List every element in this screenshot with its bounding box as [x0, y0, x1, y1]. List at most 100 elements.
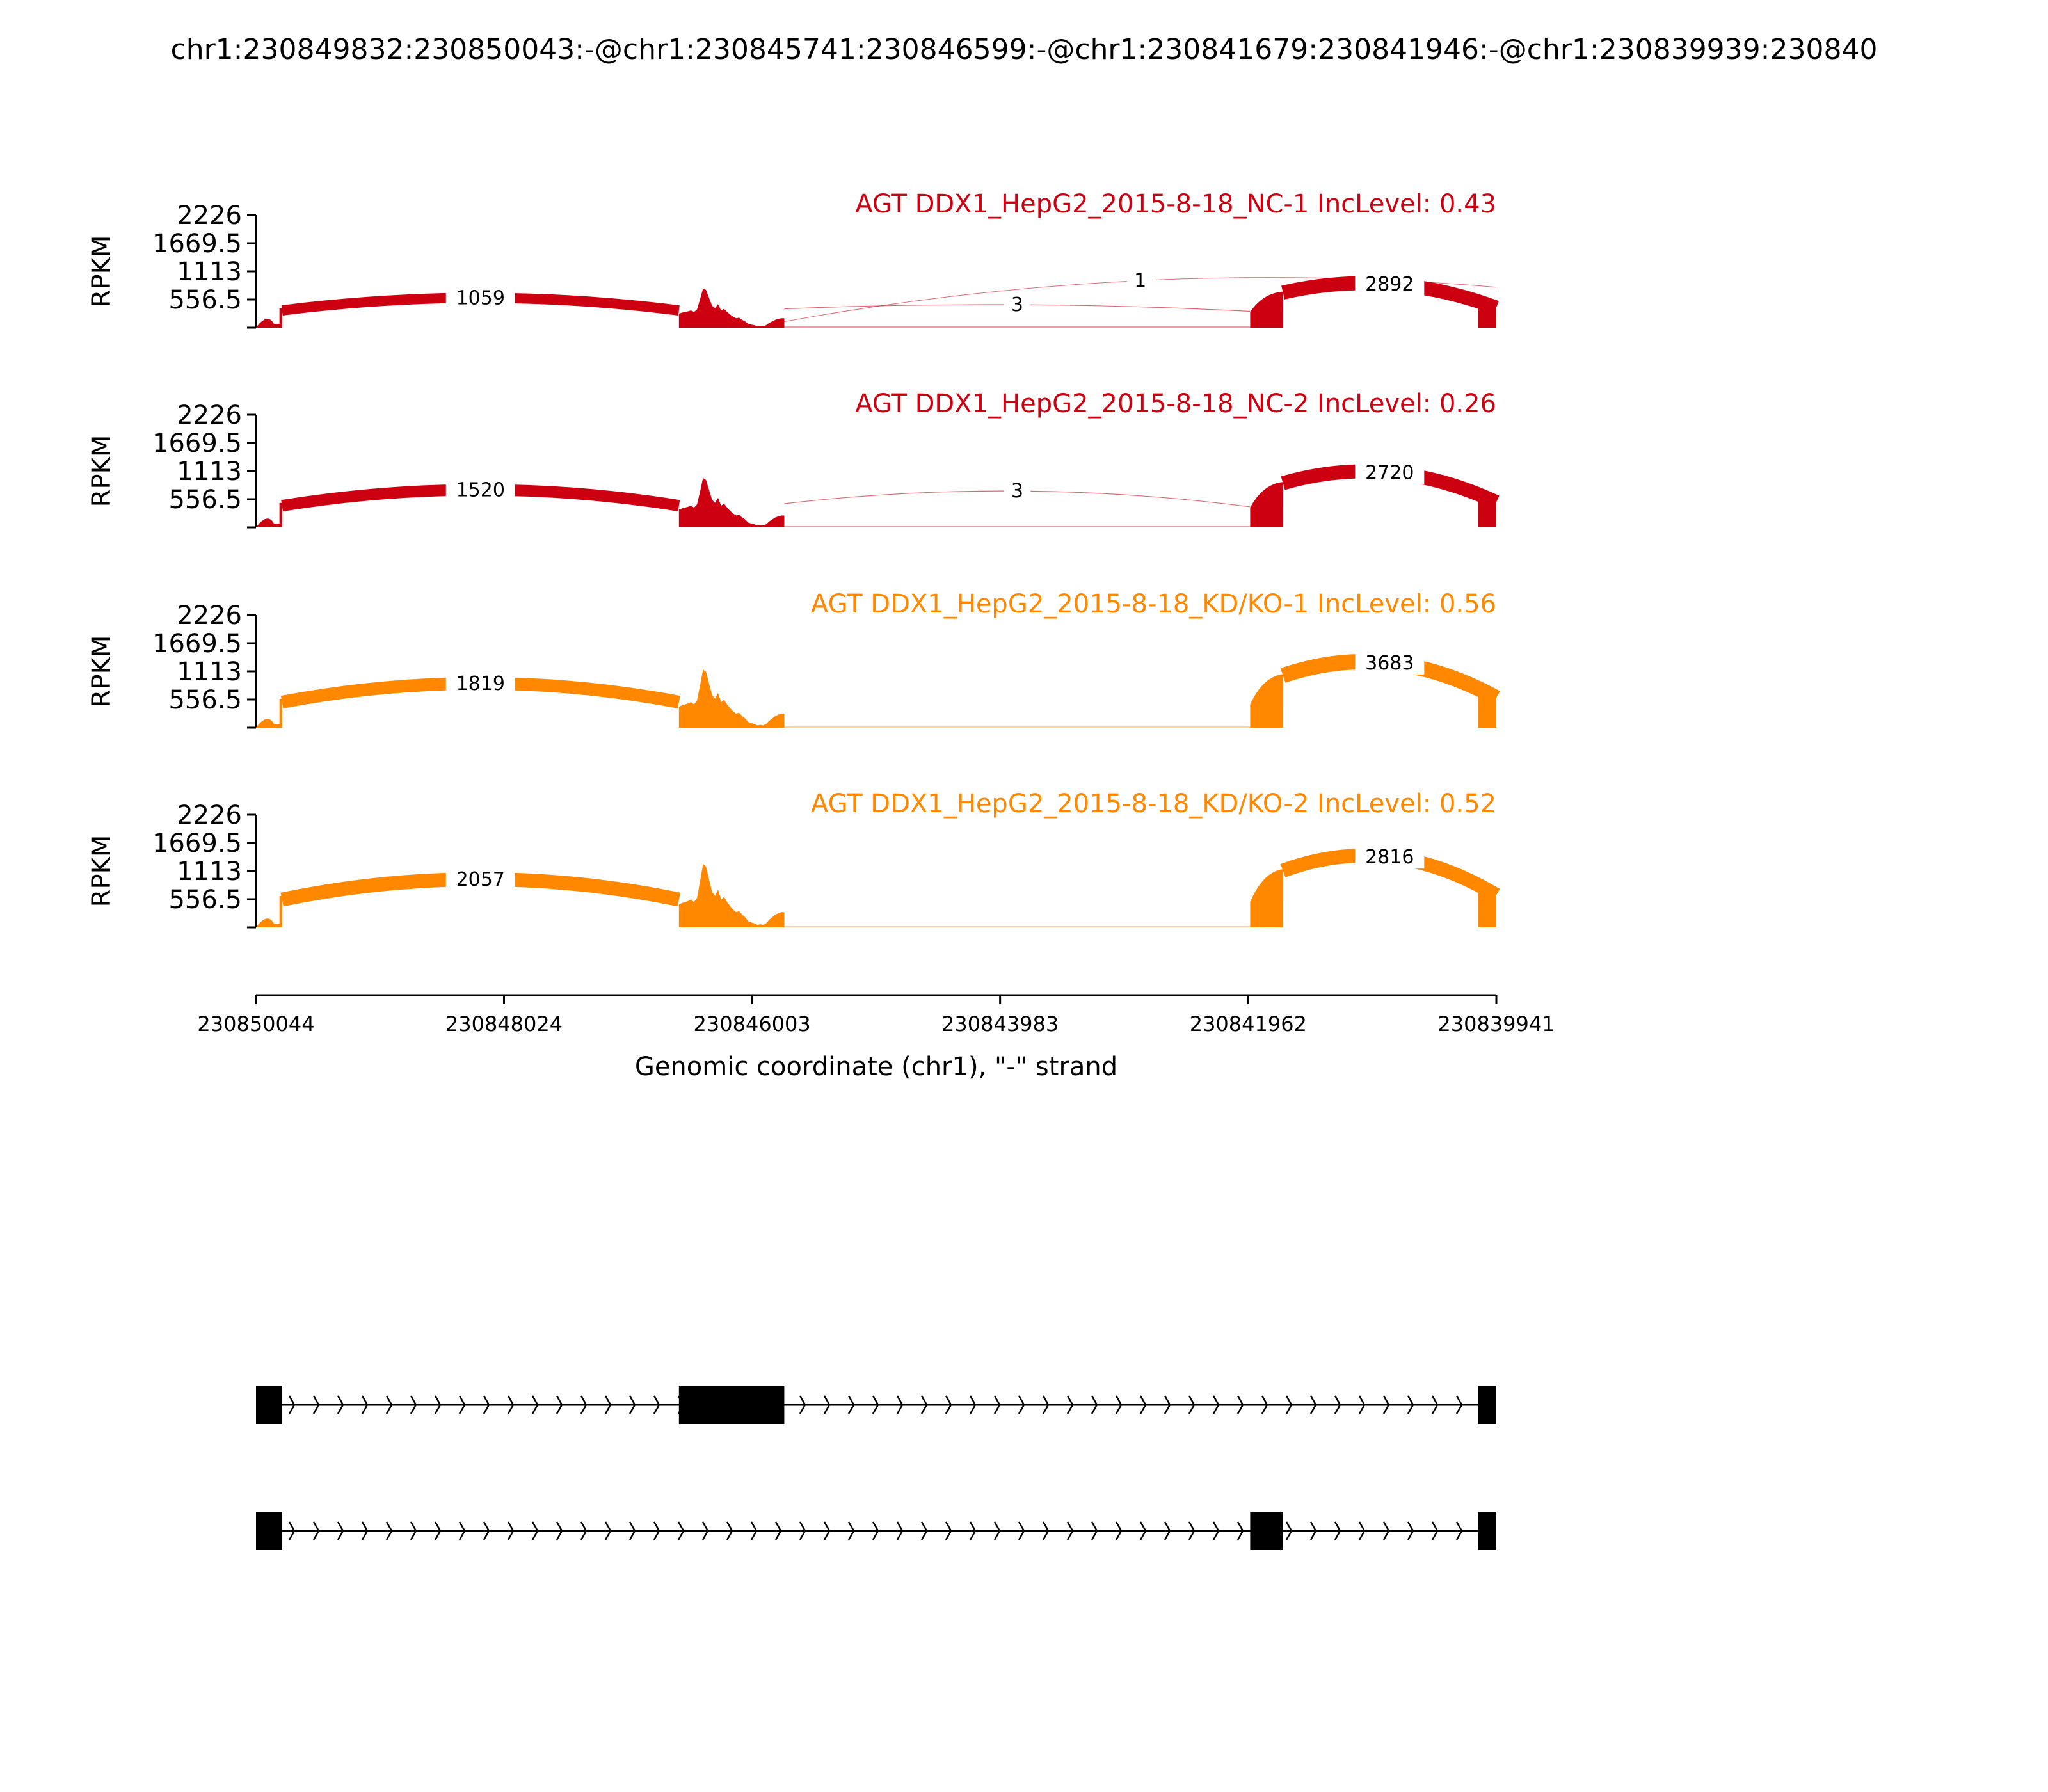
coverage [256, 477, 1496, 527]
exon-block [256, 1386, 282, 1424]
strand-arrow-icon [531, 1395, 539, 1414]
track-label: AGT DDX1_HepG2_2015-8-18_KD/KO-2 IncLeve… [811, 789, 1496, 819]
junction-count-label: 2720 [1365, 461, 1414, 484]
x-tick-label: 230839941 [1437, 1012, 1555, 1036]
junction-count-label: 1520 [456, 479, 505, 501]
strand-arrow-icon [1018, 1395, 1025, 1414]
exon-block [256, 1512, 282, 1550]
y-tick-label: 1113 [177, 457, 242, 486]
strand-arrow-icon [1042, 1521, 1050, 1540]
strand-arrow-icon [288, 1395, 296, 1414]
y-axis-label: RPKM [87, 435, 116, 508]
coverage-exon1 [256, 895, 282, 927]
junction-count-label: 2816 [1365, 846, 1414, 868]
y-tick-label: 1113 [177, 657, 242, 687]
strand-arrow-icon [969, 1521, 977, 1540]
strand-arrow-icon [1066, 1521, 1074, 1540]
strand-arrow-icon [750, 1521, 758, 1540]
y-axis-label: RPKM [87, 236, 116, 308]
isoform-exon3-inclusion [256, 1512, 1496, 1550]
strand-arrow-icon [628, 1395, 636, 1414]
y-tick-label: 2226 [177, 201, 242, 230]
strand-arrow-icon [312, 1521, 320, 1540]
strand-arrow-icon [556, 1521, 563, 1540]
strand-arrow-icon [1212, 1521, 1220, 1540]
strand-arrow-icon [774, 1521, 782, 1540]
strand-arrow-icon [1115, 1395, 1123, 1414]
y-axis-label: RPKM [87, 835, 116, 908]
strand-arrow-icon [458, 1395, 466, 1414]
strand-arrow-icon [1091, 1521, 1098, 1540]
strand-arrow-icon [1334, 1395, 1341, 1414]
strand-arrow-icon [507, 1521, 515, 1540]
strand-arrow-icon [847, 1395, 855, 1414]
y-tick-label: 556.5 [168, 285, 242, 315]
strand-arrow-icon [434, 1521, 442, 1540]
junction-label-bg [1355, 458, 1425, 484]
exon-block [1250, 1512, 1283, 1550]
strand-arrow-icon [1407, 1395, 1414, 1414]
strand-arrow-icon [1139, 1395, 1147, 1414]
x-tick-label: 230850044 [197, 1012, 314, 1036]
strand-arrow-icon [823, 1395, 831, 1414]
junction-count-label: 1059 [456, 287, 505, 309]
coverage-exon1 [256, 502, 282, 527]
strand-arrow-icon [1236, 1395, 1244, 1414]
x-tick-label: 230843983 [941, 1012, 1059, 1036]
strand-arrow-icon [458, 1521, 466, 1540]
gene-model [256, 1386, 1496, 1550]
isoform-exon2-inclusion [256, 1386, 1496, 1424]
junction-label-bg [1126, 266, 1154, 292]
coverage-exon2 [678, 669, 785, 728]
strand-arrow-icon [1188, 1395, 1196, 1414]
strand-arrow-icon [483, 1395, 490, 1414]
strand-arrow-icon [1139, 1521, 1147, 1540]
strand-arrow-icon [483, 1521, 490, 1540]
strand-arrow-icon [1407, 1521, 1414, 1540]
strand-arrow-icon [628, 1521, 636, 1540]
strand-arrow-icon [410, 1521, 417, 1540]
coverage-exon2 [678, 477, 785, 527]
strand-arrow-icon [993, 1395, 1001, 1414]
strand-arrow-icon [653, 1521, 660, 1540]
x-tick-label: 230846003 [694, 1012, 811, 1036]
coverage-exon2 [678, 864, 785, 927]
junction-label-bg [1355, 648, 1425, 675]
junction-count-label: 1 [1134, 269, 1146, 292]
strand-arrow-icon [1455, 1395, 1463, 1414]
junction-label-bg [1355, 269, 1425, 296]
strand-arrow-icon [434, 1395, 442, 1414]
strand-arrow-icon [823, 1521, 831, 1540]
strand-arrow-icon [993, 1521, 1001, 1540]
strand-arrow-icon [604, 1395, 612, 1414]
strand-arrow-icon [872, 1521, 879, 1540]
strand-arrow-icon [580, 1395, 588, 1414]
y-tick-label: 1113 [177, 257, 242, 287]
strand-arrow-icon [361, 1395, 369, 1414]
strand-arrow-icon [677, 1521, 685, 1540]
strand-arrow-icon [604, 1521, 612, 1540]
coverage-exon3 [1250, 869, 1283, 927]
y-tick-label: 2226 [177, 601, 242, 630]
y-tick-label: 1669.5 [152, 229, 242, 259]
y-tick-label: 556.5 [168, 885, 242, 915]
junction-count-label: 3683 [1365, 652, 1414, 675]
junction-label-bg [1004, 477, 1031, 503]
junction-count-label: 3 [1011, 294, 1023, 316]
x-axis-label: Genomic coordinate (chr1), "-" strand [635, 1052, 1117, 1082]
strand-arrow-icon [799, 1395, 806, 1414]
strand-arrow-icon [531, 1521, 539, 1540]
strand-arrow-icon [556, 1395, 563, 1414]
junction-count-label: 2057 [456, 868, 505, 891]
strand-arrow-icon [507, 1395, 515, 1414]
junction-label-bg [445, 476, 515, 502]
junction-label-bg [445, 669, 515, 695]
exon-block [1478, 1512, 1496, 1550]
strand-arrow-icon [1091, 1395, 1098, 1414]
y-tick-label: 1669.5 [152, 829, 242, 858]
strand-arrow-icon [1188, 1521, 1196, 1540]
